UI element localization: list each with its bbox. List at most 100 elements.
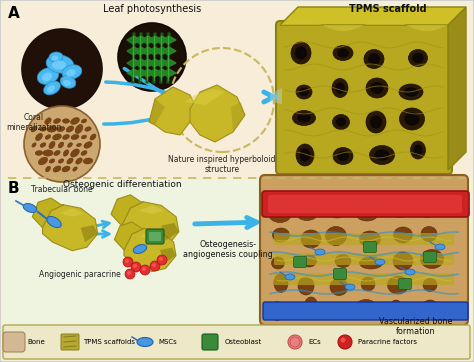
Circle shape — [24, 106, 100, 182]
Ellipse shape — [421, 300, 439, 318]
Polygon shape — [140, 69, 148, 77]
FancyBboxPatch shape — [262, 191, 469, 217]
Polygon shape — [114, 222, 144, 250]
Ellipse shape — [75, 125, 83, 134]
Polygon shape — [160, 248, 176, 264]
Ellipse shape — [57, 126, 65, 132]
Ellipse shape — [133, 245, 147, 253]
Polygon shape — [140, 36, 148, 44]
Text: ECs: ECs — [308, 339, 321, 345]
Ellipse shape — [370, 115, 382, 129]
Polygon shape — [185, 89, 225, 105]
Ellipse shape — [297, 114, 311, 122]
Ellipse shape — [301, 255, 317, 267]
Ellipse shape — [54, 118, 61, 123]
Ellipse shape — [366, 111, 386, 133]
Ellipse shape — [73, 167, 77, 171]
Ellipse shape — [39, 127, 46, 131]
Circle shape — [125, 259, 129, 263]
Text: Vascularized bone
formation: Vascularized bone formation — [379, 317, 453, 336]
Polygon shape — [133, 47, 141, 55]
Ellipse shape — [63, 150, 69, 156]
Polygon shape — [161, 36, 169, 44]
Polygon shape — [140, 59, 148, 67]
Ellipse shape — [45, 135, 51, 139]
Ellipse shape — [421, 227, 437, 241]
Polygon shape — [155, 47, 162, 55]
Ellipse shape — [53, 166, 61, 172]
Ellipse shape — [404, 87, 418, 97]
Text: Osteogenesis-
angiogenesis coupling: Osteogenesis- angiogenesis coupling — [183, 240, 273, 260]
Polygon shape — [280, 7, 466, 25]
FancyBboxPatch shape — [293, 257, 307, 268]
Ellipse shape — [43, 150, 53, 156]
Ellipse shape — [62, 65, 82, 79]
Ellipse shape — [137, 337, 153, 346]
Ellipse shape — [31, 126, 37, 132]
Ellipse shape — [364, 50, 384, 68]
Polygon shape — [168, 47, 176, 55]
Text: TPMS scaffold: TPMS scaffold — [349, 4, 427, 14]
Polygon shape — [140, 232, 163, 240]
Bar — [3, 179, 471, 327]
Polygon shape — [111, 195, 144, 226]
Polygon shape — [270, 88, 282, 104]
Polygon shape — [162, 59, 169, 67]
Polygon shape — [161, 59, 169, 67]
Ellipse shape — [46, 55, 74, 73]
Polygon shape — [141, 47, 148, 55]
Ellipse shape — [335, 254, 351, 268]
Text: TPMS scaffolds: TPMS scaffolds — [83, 339, 135, 345]
Polygon shape — [148, 69, 155, 77]
Ellipse shape — [296, 85, 312, 99]
FancyBboxPatch shape — [202, 334, 218, 350]
FancyBboxPatch shape — [3, 332, 25, 352]
Ellipse shape — [423, 278, 437, 291]
Ellipse shape — [270, 302, 284, 320]
Ellipse shape — [82, 119, 87, 123]
Polygon shape — [141, 69, 148, 77]
Ellipse shape — [300, 148, 310, 161]
Ellipse shape — [336, 118, 346, 126]
Circle shape — [159, 257, 163, 261]
Circle shape — [118, 23, 186, 91]
Polygon shape — [231, 102, 245, 132]
Ellipse shape — [315, 249, 325, 255]
Ellipse shape — [84, 142, 92, 148]
Ellipse shape — [76, 143, 82, 147]
Ellipse shape — [388, 276, 409, 294]
Ellipse shape — [49, 52, 63, 62]
Ellipse shape — [370, 146, 394, 164]
FancyBboxPatch shape — [423, 252, 437, 262]
Ellipse shape — [413, 144, 422, 155]
Polygon shape — [127, 36, 134, 44]
Ellipse shape — [49, 141, 55, 149]
Ellipse shape — [52, 55, 58, 60]
Polygon shape — [147, 59, 155, 67]
Text: Angiogenic paracrine: Angiogenic paracrine — [39, 270, 121, 279]
Ellipse shape — [40, 143, 46, 147]
Polygon shape — [43, 205, 98, 251]
Polygon shape — [162, 36, 169, 44]
Ellipse shape — [333, 147, 353, 164]
Ellipse shape — [63, 119, 70, 123]
Polygon shape — [148, 36, 155, 44]
Polygon shape — [141, 36, 148, 44]
Circle shape — [123, 257, 133, 267]
Ellipse shape — [370, 82, 383, 94]
Polygon shape — [149, 87, 197, 135]
Ellipse shape — [404, 112, 419, 126]
FancyBboxPatch shape — [260, 175, 468, 325]
Ellipse shape — [35, 151, 43, 155]
Polygon shape — [147, 69, 155, 77]
Polygon shape — [133, 36, 141, 44]
Polygon shape — [154, 69, 162, 77]
Polygon shape — [154, 36, 162, 44]
FancyBboxPatch shape — [61, 334, 79, 350]
Ellipse shape — [32, 143, 36, 147]
Ellipse shape — [375, 259, 385, 265]
Polygon shape — [134, 69, 141, 77]
Polygon shape — [134, 59, 141, 67]
Ellipse shape — [393, 227, 412, 243]
Ellipse shape — [81, 151, 87, 155]
